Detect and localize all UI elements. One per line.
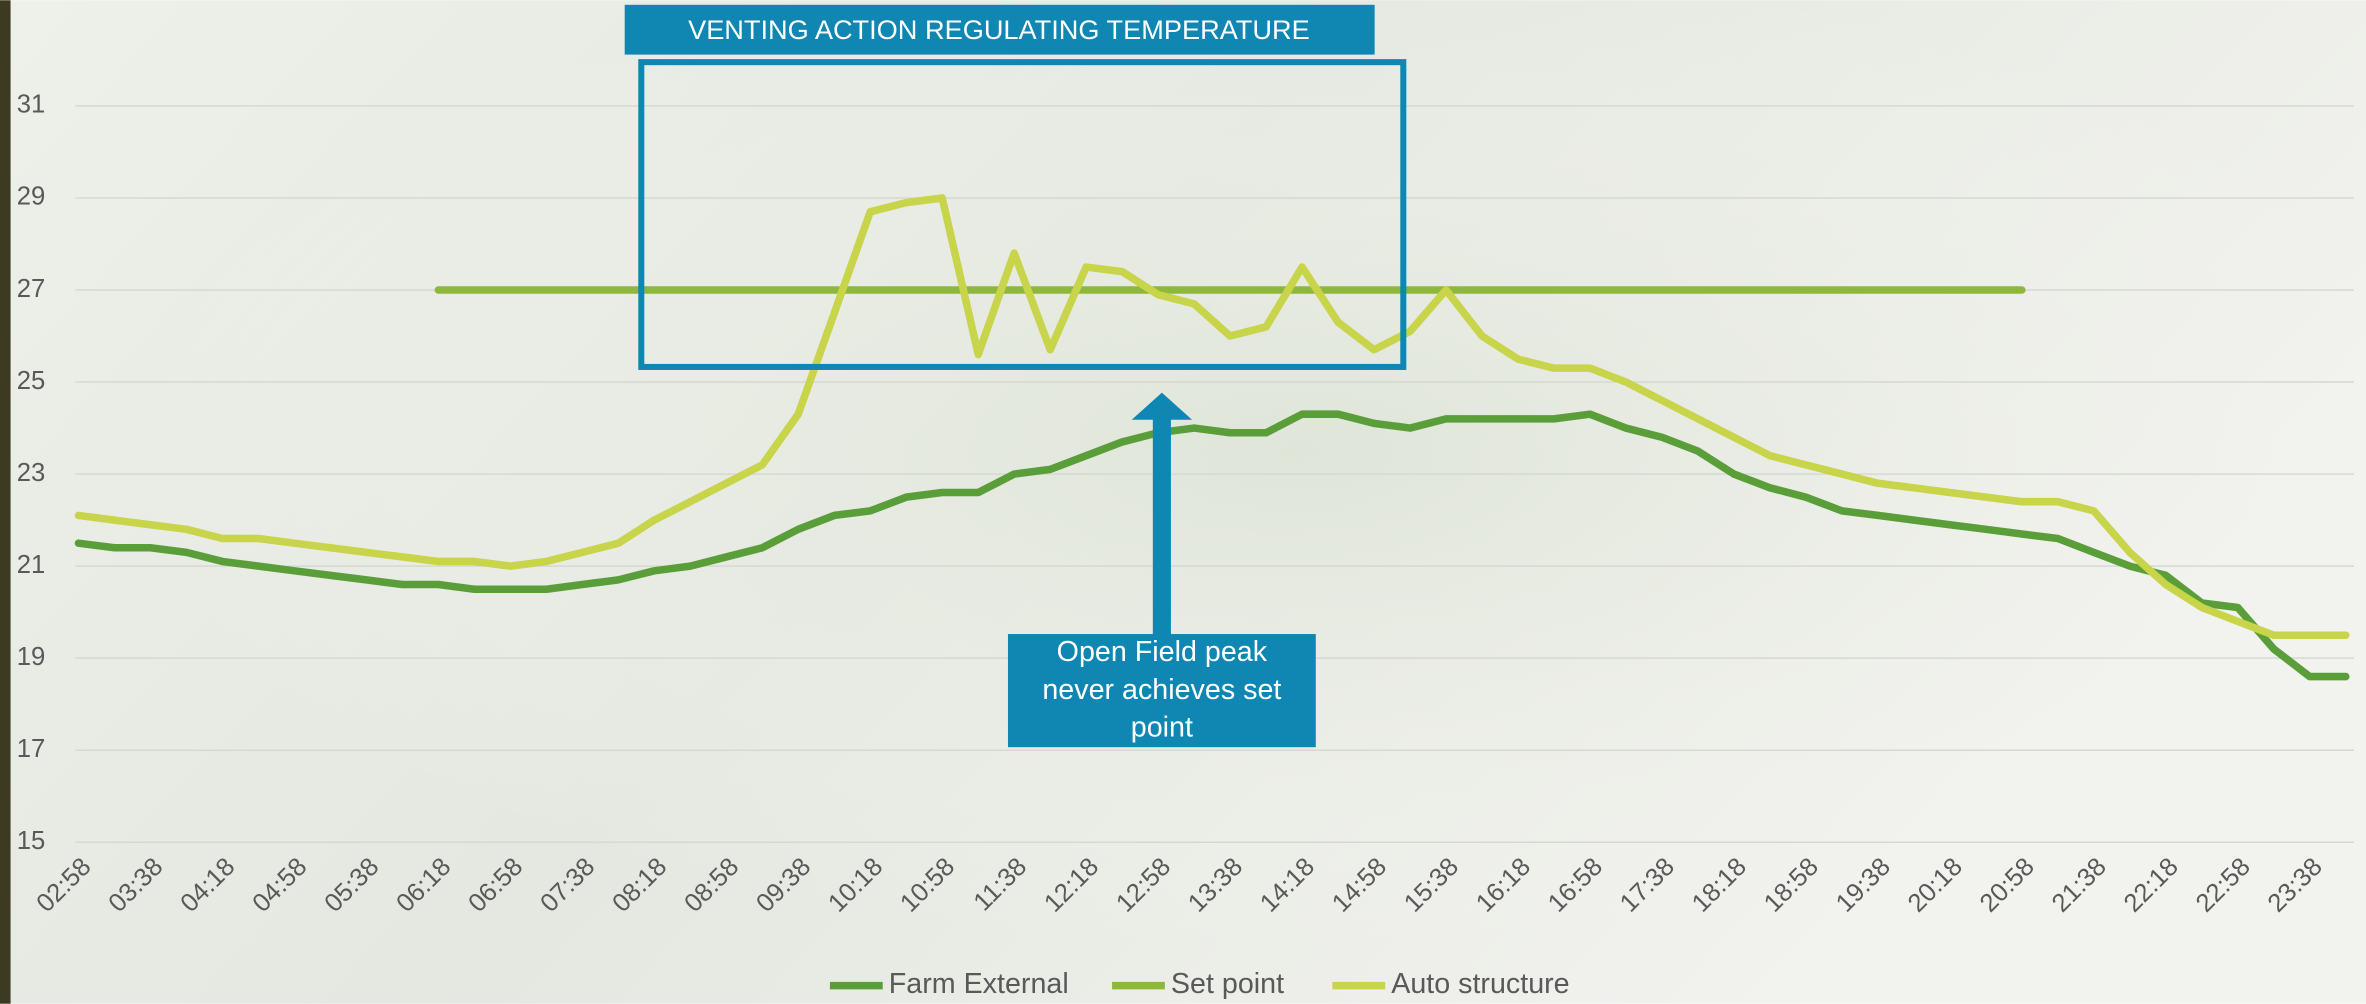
y-tick-label: 19	[17, 643, 46, 671]
banner-text: VENTING ACTION REGULATING TEMPERATURE	[688, 14, 1310, 45]
y-tick-label: 23	[17, 459, 46, 487]
y-tick-label: 17	[17, 735, 46, 763]
arrow-head	[1131, 392, 1193, 420]
arrow-shaft	[1152, 416, 1171, 636]
legend-label: Set point	[1171, 968, 1284, 1000]
y-tick-label: 31	[17, 91, 46, 119]
y-tick-label: 29	[17, 183, 46, 211]
legend: Farm External Set point Auto structure	[829, 968, 1570, 1000]
y-tick-label: 21	[17, 551, 46, 579]
series-line	[74, 194, 2350, 640]
legend-label: Farm External	[889, 968, 1069, 1000]
legend-label: Auto structure	[1391, 968, 1569, 1000]
highlight-box	[638, 59, 1407, 370]
y-tick-label: 25	[17, 367, 46, 395]
series-line	[74, 410, 2350, 681]
note-box	[1007, 634, 1316, 748]
note: Open Field peak never achieves set point	[1042, 637, 1282, 745]
note-text: Open Field peak never achieves set point	[1042, 637, 1282, 745]
y-tick-label: 15	[17, 827, 46, 855]
title-banner	[624, 4, 1375, 55]
left-edge	[0, 0, 11, 1004]
y-tick-label: 27	[17, 275, 46, 303]
plot	[74, 194, 2350, 681]
